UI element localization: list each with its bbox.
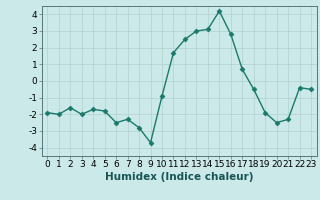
X-axis label: Humidex (Indice chaleur): Humidex (Indice chaleur) <box>105 172 253 182</box>
